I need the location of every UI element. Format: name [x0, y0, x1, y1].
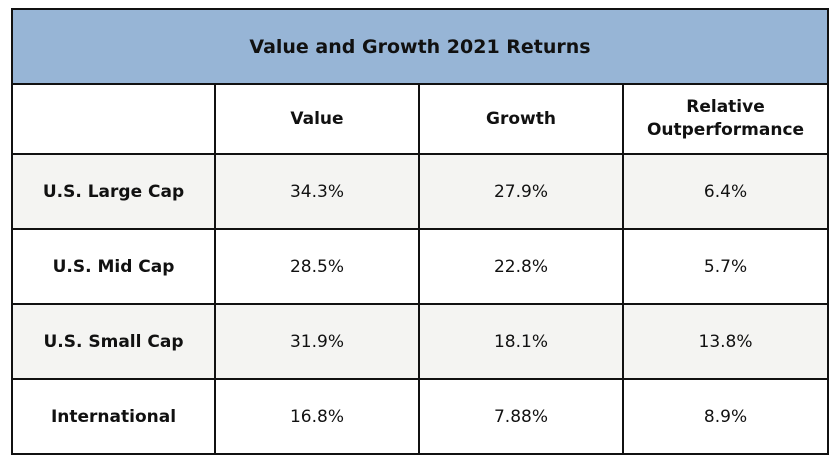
cell-value: 31.9% [214, 303, 420, 380]
cell-relative: 13.8% [621, 303, 830, 380]
cell-growth: 27.9% [418, 153, 624, 230]
column-header-growth: Growth [418, 83, 624, 155]
cell-value: 28.5% [214, 228, 420, 305]
cell-value: 34.3% [214, 153, 420, 230]
cell-growth: 18.1% [418, 303, 624, 380]
cell-relative: 5.7% [621, 228, 830, 305]
column-header-value: Value [214, 83, 420, 155]
table-row: U.S. Large Cap 34.3% 27.9% 6.4% [11, 153, 830, 230]
cell-value: 16.8% [214, 378, 420, 455]
returns-table: Value and Growth 2021 Returns Value Growt… [10, 8, 830, 455]
table-row: U.S. Small Cap 31.9% 18.1% 13.8% [11, 303, 830, 380]
column-header-row: Value Growth Relative Outperformance [11, 83, 830, 155]
column-header-category [11, 83, 216, 155]
row-label: International [11, 378, 216, 455]
row-label: U.S. Large Cap [11, 153, 216, 230]
row-label: U.S. Small Cap [11, 303, 216, 380]
table-row: U.S. Mid Cap 28.5% 22.8% 5.7% [11, 228, 830, 305]
column-header-label: Growth [486, 108, 556, 129]
returns-table-container: Value and Growth 2021 Returns Value Growt… [10, 8, 830, 455]
cell-growth: 22.8% [418, 228, 624, 305]
column-header-label: Value [290, 108, 344, 129]
cell-relative: 6.4% [621, 153, 830, 230]
table-body: U.S. Large Cap 34.3% 27.9% 6.4% U.S. Mid Cap… [11, 153, 830, 455]
cell-growth: 7.88% [418, 378, 624, 455]
table-row: International 16.8% 7.88% 8.9% [11, 378, 830, 455]
column-header-relative: Relative Outperformance [621, 83, 830, 155]
cell-relative: 8.9% [621, 378, 830, 455]
column-header-label: Outperformance [646, 120, 805, 140]
row-label: U.S. Mid Cap [11, 228, 216, 305]
column-header-label: Relative [686, 97, 765, 118]
table-title: Value and Growth 2021 Returns [10, 8, 830, 85]
